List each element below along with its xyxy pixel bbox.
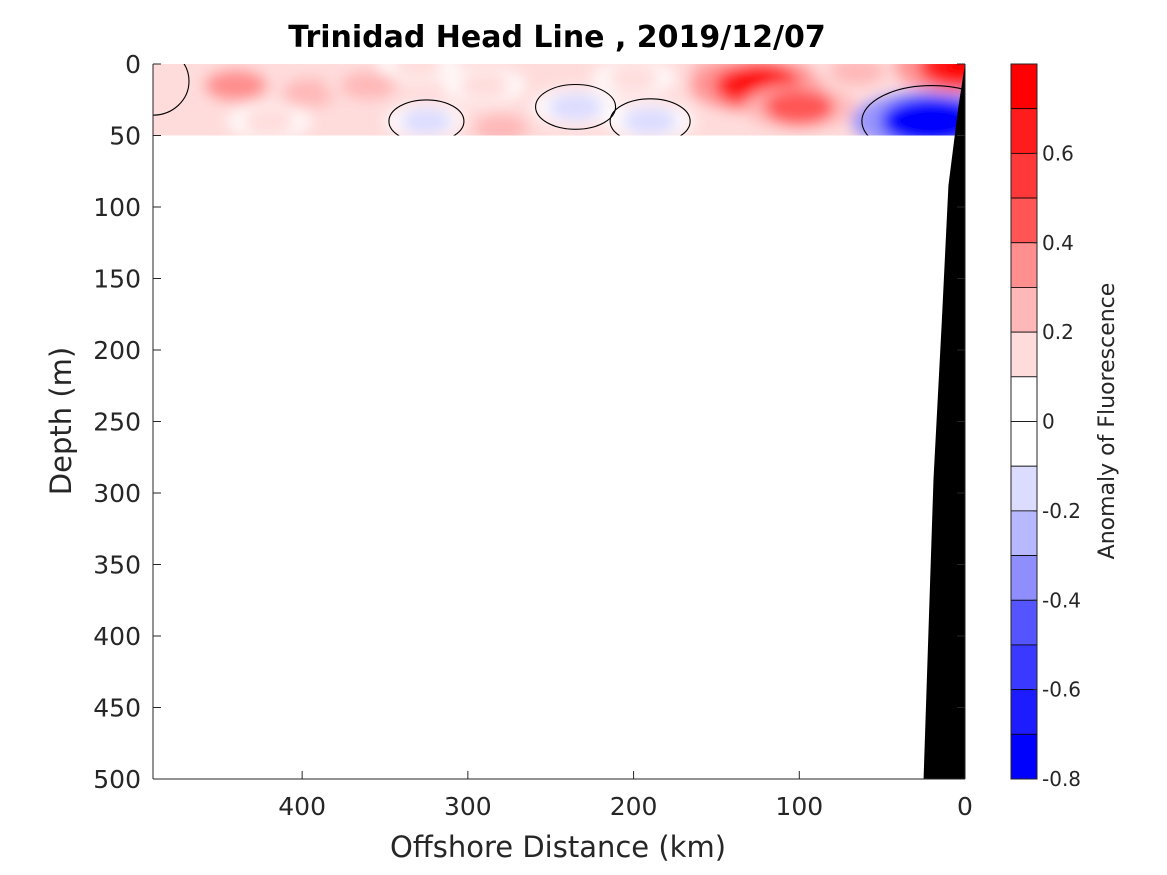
y-tick-label: 350	[93, 551, 141, 580]
colorbar-swatch	[1010, 510, 1038, 556]
colorbar-swatch	[1010, 287, 1038, 333]
anomaly-core	[906, 108, 958, 135]
anomaly-patch	[243, 107, 295, 135]
plot-area	[152, 64, 966, 780]
colorbar-swatch	[1010, 733, 1038, 780]
chart-title: Trinidad Head Line , 2019/12/07	[288, 20, 825, 55]
anomaly-patch	[764, 89, 835, 125]
y-tick-label: 200	[93, 336, 141, 365]
anomaly-patch	[204, 69, 268, 102]
bathymetry	[923, 64, 965, 779]
colorbar-swatch	[1010, 242, 1038, 288]
colorbar-swatch	[1010, 599, 1038, 646]
anomaly-patch	[473, 114, 529, 136]
colorbar-swatch	[1010, 108, 1038, 154]
x-tick-label: 0	[957, 792, 973, 821]
colorbar-tick-label: 0	[1042, 410, 1055, 434]
zero-contours	[153, 64, 965, 136]
seafloor	[923, 64, 965, 779]
anomaly-patch	[392, 64, 444, 78]
anomaly-patch	[622, 107, 678, 136]
colorbar-swatch	[1010, 555, 1038, 601]
colorbar-tick-label: 0.6	[1042, 141, 1074, 165]
zero-contour	[861, 85, 965, 136]
y-tick-label: 0	[125, 50, 141, 79]
y-tick-label: 250	[93, 408, 141, 437]
x-tick-label: 100	[775, 792, 823, 821]
colorbar-swatch	[1010, 465, 1038, 512]
anomaly-patch	[282, 78, 339, 107]
anomaly-patch	[458, 72, 511, 99]
x-tick-label: 200	[610, 792, 658, 821]
anomaly-field	[153, 64, 965, 136]
y-axis: 0 50 100 150 200 250 300 350 400 450 500	[93, 50, 965, 794]
y-axis-label: Depth (m)	[44, 347, 78, 495]
anomaly-patches	[185, 64, 965, 136]
x-tick-label: 300	[444, 792, 492, 821]
zero-contour	[153, 64, 190, 116]
colorbar-tick-label: 0.2	[1042, 320, 1074, 344]
y-tick-label: 150	[93, 265, 141, 294]
anomaly-patch	[607, 64, 660, 92]
y-tick-label: 400	[93, 622, 141, 651]
x-tick-label: 400	[278, 792, 326, 821]
colorbar: 0.6 0.4 0.2 0 -0.2 -0.4 -0.6 -0.8	[1010, 63, 1081, 791]
colorbar-swatch	[1010, 376, 1038, 422]
y-tick-label: 500	[93, 765, 141, 794]
anomaly-core	[940, 64, 965, 79]
colorbar-swatch	[1010, 197, 1038, 244]
colorbar-swatch	[1010, 421, 1038, 467]
colorbar-swatch	[1010, 644, 1038, 691]
x-axis-label: Offshore Distance (km)	[390, 830, 726, 864]
colorbar-label: Anomaly of Fluorescence	[1095, 283, 1120, 560]
anomaly-patch	[340, 71, 397, 100]
colorbar-tick-label: -0.6	[1042, 678, 1081, 702]
colorbar-tick-label: 0.4	[1042, 231, 1074, 255]
anomaly-patch	[547, 92, 604, 122]
colorbar-tick-label: -0.8	[1042, 767, 1081, 791]
zero-contour	[609, 98, 691, 136]
colorbar-swatch	[1010, 331, 1038, 378]
y-tick-label: 100	[93, 193, 141, 222]
zero-contour	[535, 83, 617, 130]
y-tick-label: 300	[93, 479, 141, 508]
anomaly-patch	[829, 64, 885, 86]
colorbar-tick-label: -0.4	[1042, 588, 1081, 612]
y-tick-label: 50	[109, 122, 141, 151]
colorbar-swatch	[1010, 63, 1038, 110]
colorbar-swatch	[1010, 152, 1038, 199]
zero-contour	[388, 99, 465, 136]
x-axis: 400 300 200 100 0	[278, 771, 973, 821]
plot-background	[153, 64, 965, 779]
colorbar-tick-label: -0.2	[1042, 499, 1081, 523]
colorbar-swatch	[1010, 689, 1038, 735]
anomaly-patch	[400, 107, 453, 135]
y-tick-label: 450	[93, 694, 141, 723]
